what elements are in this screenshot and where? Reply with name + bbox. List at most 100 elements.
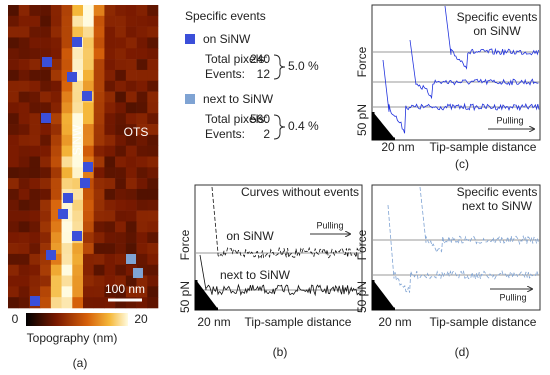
map-pixel (125, 275, 137, 287)
map-pixel (40, 286, 52, 298)
map-pixel (147, 199, 159, 211)
map-pixel (83, 48, 95, 60)
map-pixel (83, 243, 95, 255)
map-pixel (72, 113, 84, 125)
map-pixel (61, 102, 73, 114)
scale-bars (194, 112, 395, 311)
map-pixel (50, 5, 62, 17)
map-pixel (147, 253, 159, 266)
colorbar-title: Topography (nm) (27, 331, 118, 345)
map-pixel (93, 253, 105, 266)
map-pixel (136, 221, 148, 233)
map-pixel (40, 102, 52, 114)
map-pixel (61, 113, 73, 125)
map-pixel (115, 210, 127, 222)
map-pixel (104, 80, 116, 92)
map-pixel (29, 134, 41, 146)
map-pixel (115, 48, 127, 60)
map-pixel (115, 178, 127, 190)
map-pixel (8, 167, 20, 179)
map-pixel (115, 145, 127, 157)
map-pixel (29, 286, 41, 298)
map-pixel (18, 91, 30, 103)
map-pixel (125, 102, 137, 114)
stat-label: Events: (205, 127, 245, 141)
map-pixel (8, 275, 20, 287)
event-markers (30, 37, 93, 306)
map-pixel (18, 80, 30, 92)
map-pixel (50, 124, 62, 136)
stat-label: Total pixels: (205, 52, 268, 66)
map-pixel (29, 199, 41, 211)
map-pixel (40, 243, 52, 255)
distance-scale: 20 nm (378, 315, 411, 329)
map-pixel (50, 297, 62, 309)
map-pixel (147, 264, 159, 276)
ots-label: OTS (124, 125, 149, 139)
map-pixel (8, 37, 20, 49)
map-pixel (8, 210, 20, 222)
map-pixel (115, 124, 127, 136)
map-pixel (61, 297, 73, 309)
map-pixel (147, 243, 159, 255)
map-pixel (18, 48, 30, 60)
force-curve (211, 186, 362, 260)
force-curve (444, 5, 539, 70)
map-pixel (104, 134, 116, 146)
map-pixel (93, 178, 105, 190)
map-pixel (93, 297, 105, 309)
map-pixel (50, 91, 62, 103)
map-pixel (93, 80, 105, 92)
map-pixel (8, 221, 20, 233)
map-pixel (72, 80, 84, 92)
map-pixel (104, 102, 116, 114)
force-scale: 50 pN (355, 104, 369, 136)
map-pixel (147, 15, 159, 27)
map-pixel (61, 26, 73, 38)
map-pixel (40, 188, 52, 201)
map-pixel (115, 5, 127, 17)
map-pixel (136, 243, 148, 255)
map-pixel (125, 167, 137, 179)
caption: (a) (73, 356, 88, 370)
map-pixel (61, 91, 73, 103)
panel-title: next to SiNW (462, 199, 533, 213)
stat-label: Events: (205, 67, 245, 81)
map-pixel (61, 59, 73, 71)
map-pixel (40, 156, 52, 168)
map-pixel (115, 286, 127, 298)
map-pixel (125, 5, 137, 17)
panel-c-frame (371, 4, 541, 141)
map-pixel (104, 199, 116, 211)
map-pixel (136, 232, 148, 244)
panel-b-frame (194, 184, 363, 311)
map-pixel (136, 37, 148, 49)
map-pixel (83, 297, 95, 309)
map-pixel (115, 188, 127, 201)
map-pixel (61, 134, 73, 146)
map-pixel (83, 286, 95, 298)
map-pixel (115, 15, 127, 27)
map-pixel (29, 232, 41, 244)
force-curve (419, 186, 540, 254)
map-pixel (50, 80, 62, 92)
map-pixel (136, 80, 148, 92)
map-pixel (8, 26, 20, 38)
map-pixel (104, 167, 116, 179)
map-pixel (40, 37, 52, 49)
map-pixel (8, 264, 20, 276)
map-pixel (50, 134, 62, 146)
map-pixel (115, 232, 127, 244)
panel-title: Specific events (457, 185, 538, 199)
map-pixel (93, 26, 105, 38)
map-pixel (104, 264, 116, 276)
map-pixel (125, 15, 137, 27)
map-pixel (18, 167, 30, 179)
map-pixel (40, 253, 52, 266)
x-label: Tip-sample distance (430, 315, 537, 329)
y-label: Force (178, 229, 192, 260)
map-pixel (72, 178, 84, 190)
map-pixel (29, 156, 41, 168)
map-pixel (18, 134, 30, 146)
map-pixel (50, 178, 62, 190)
